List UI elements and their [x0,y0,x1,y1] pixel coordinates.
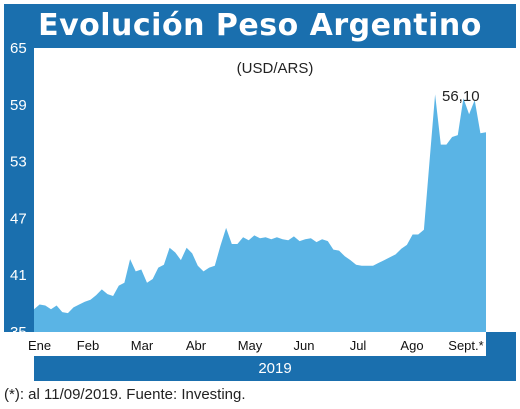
year-label: 2019 [258,360,292,377]
x-tick-label: May [238,338,263,353]
x-tick-labels: Ene Feb Mar Abr May Jun Jul Ago Sept.* [28,338,484,353]
x-tick-label: Jul [350,338,367,353]
corner-band [486,332,516,356]
title-bar: Evolución Peso Argentino [4,4,516,48]
last-value-label: 56,10 [442,88,480,105]
chart-title: Evolución Peso Argentino [38,8,482,43]
x-tick-label: Ene [28,338,51,353]
y-tick-label: 53 [10,154,27,171]
y-tick-label: 41 [10,267,27,284]
y-tick-label: 59 [10,97,27,114]
y-tick-label: 47 [10,210,27,227]
year-band: 2019 [34,356,516,381]
y-tick-label: 65 [10,40,27,57]
x-tick-label: Jun [294,338,315,353]
y-axis-band [4,48,34,332]
x-tick-label: Abr [186,338,207,353]
x-tick-label: Sept.* [448,338,483,353]
unit-label: (USD/ARS) [236,60,314,77]
footnote: (*): al 11/09/2019. Fuente: Investing. [4,386,246,403]
x-tick-label: Mar [131,338,154,353]
x-tick-label: Feb [77,338,99,353]
x-tick-label: Ago [400,338,423,353]
y-tick-labels: 35 41 47 53 59 65 [10,40,27,341]
y-tick-label: 35 [10,324,27,341]
series-area [34,94,486,333]
